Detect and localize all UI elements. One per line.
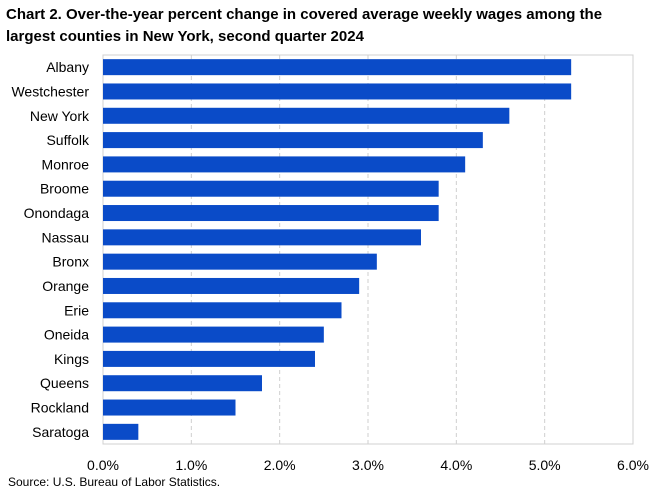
category-label: Nassau bbox=[42, 229, 89, 245]
x-tick-label: 4.0% bbox=[440, 457, 472, 473]
source-note: Source: U.S. Bureau of Labor Statistics. bbox=[8, 475, 221, 489]
category-label: Rockland bbox=[31, 400, 89, 416]
bar-broome bbox=[103, 180, 439, 197]
category-label: Oneida bbox=[44, 327, 89, 343]
category-label: Albany bbox=[46, 59, 89, 75]
x-tick-label: 5.0% bbox=[529, 457, 561, 473]
category-label: Saratoga bbox=[32, 424, 89, 440]
x-tick-label: 6.0% bbox=[617, 457, 649, 473]
bar-kings bbox=[103, 350, 315, 367]
bar-saratoga bbox=[103, 423, 139, 440]
x-tick-label: 3.0% bbox=[352, 457, 384, 473]
bar-westchester bbox=[103, 83, 572, 100]
chart-title: Chart 2. Over-the-year percent change in… bbox=[6, 6, 603, 45]
bar-oneida bbox=[103, 326, 324, 343]
category-label: Orange bbox=[42, 278, 89, 294]
x-axis-ticks: 0.0% 1.0% 2.0% 3.0% 4.0% 5.0% 6.0% bbox=[87, 457, 649, 473]
x-tick-label: 1.0% bbox=[175, 457, 207, 473]
bar-monroe bbox=[103, 156, 466, 173]
x-tick-label: 2.0% bbox=[264, 457, 296, 473]
category-label: Monroe bbox=[42, 156, 90, 172]
bar-orange bbox=[103, 277, 360, 294]
category-label: New York bbox=[30, 108, 90, 124]
bar-albany bbox=[103, 59, 572, 76]
plot-area-frame bbox=[102, 54, 634, 445]
bar-nassau bbox=[103, 229, 421, 246]
category-label: Bronx bbox=[52, 254, 89, 270]
category-label: Broome bbox=[40, 181, 89, 197]
category-label: Suffolk bbox=[46, 132, 90, 148]
bar-suffolk bbox=[103, 132, 483, 149]
category-labels: Albany Westchester New York Suffolk Monroe Br… bbox=[11, 59, 90, 440]
bar-new-york bbox=[103, 107, 510, 124]
category-label: Queens bbox=[40, 375, 89, 391]
category-label: Kings bbox=[54, 351, 89, 367]
category-label: Erie bbox=[64, 302, 89, 318]
bar-queens bbox=[103, 375, 262, 392]
category-label: Westchester bbox=[11, 83, 89, 99]
x-tick-label: 0.0% bbox=[87, 457, 119, 473]
bar-bronx bbox=[103, 253, 377, 270]
bar-onondaga bbox=[103, 205, 439, 222]
bars bbox=[103, 59, 572, 440]
category-label: Onondaga bbox=[24, 205, 90, 221]
bar-erie bbox=[103, 302, 342, 319]
bar-rockland bbox=[103, 399, 236, 416]
